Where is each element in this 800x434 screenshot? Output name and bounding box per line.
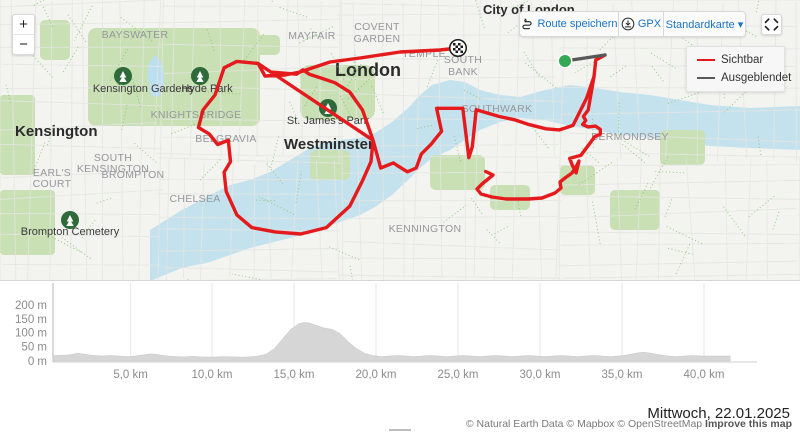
svg-text:CHELSEA: CHELSEA — [169, 193, 220, 205]
svg-text:KENNINGTON: KENNINGTON — [389, 223, 462, 235]
svg-text:KNIGHTSBRIDGE: KNIGHTSBRIDGE — [151, 109, 242, 121]
svg-text:SOUTHWARK: SOUTHWARK — [462, 103, 533, 115]
svg-text:35,0 km: 35,0 km — [602, 369, 643, 381]
svg-text:COURT: COURT — [33, 178, 72, 190]
svg-text:150 m: 150 m — [15, 314, 47, 326]
svg-text:200 m: 200 m — [15, 300, 47, 312]
svg-text:40,0 km: 40,0 km — [684, 369, 725, 381]
svg-text:BROMPTON: BROMPTON — [102, 169, 165, 181]
svg-text:London: London — [335, 60, 401, 80]
svg-text:Kensington Gardens: Kensington Gardens — [93, 83, 194, 95]
svg-text:GARDEN: GARDEN — [354, 33, 401, 45]
svg-text:100 m: 100 m — [15, 328, 47, 340]
svg-text:15,0 km: 15,0 km — [274, 369, 315, 381]
svg-text:5,0 km: 5,0 km — [113, 369, 148, 381]
svg-text:Westminster: Westminster — [284, 136, 374, 153]
svg-text:25,0 km: 25,0 km — [438, 369, 479, 381]
svg-text:30,0 km: 30,0 km — [520, 369, 561, 381]
svg-text:BERMONDSEY: BERMONDSEY — [591, 131, 669, 143]
svg-text:BANK: BANK — [448, 66, 478, 78]
svg-text:50 m: 50 m — [21, 341, 47, 353]
svg-text:20,0 km: 20,0 km — [356, 369, 397, 381]
svg-text:Kensington: Kensington — [15, 123, 98, 140]
svg-text:BAYSWATER: BAYSWATER — [102, 29, 169, 41]
svg-text:BELGRAVIA: BELGRAVIA — [195, 133, 256, 145]
svg-text:10,0 km: 10,0 km — [192, 369, 233, 381]
svg-text:0 m: 0 m — [28, 356, 47, 368]
svg-text:SOUTH: SOUTH — [444, 54, 482, 66]
svg-text:COVENT: COVENT — [354, 21, 400, 33]
